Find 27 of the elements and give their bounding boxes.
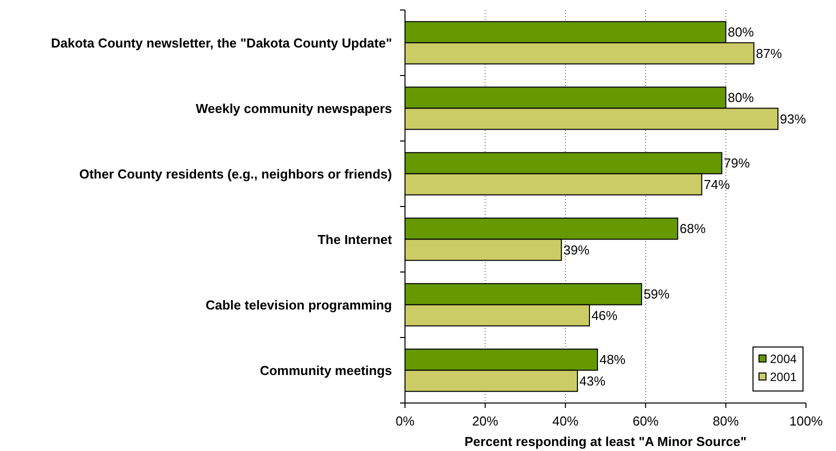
text: 74% — [704, 176, 730, 192]
y-tick-label: Other County residents (e.g., neighbors or friends) — [79, 166, 392, 182]
text: 87% — [756, 46, 782, 61]
y-tick-label: Dakota County newsletter, the "Dakota County Update" — [51, 35, 392, 50]
y-tick-label: Community meetings — [260, 362, 392, 378]
text: 59% — [644, 286, 670, 302]
x-tick-label: 80% — [712, 413, 740, 428]
y-tick-label: The Internet — [318, 232, 393, 247]
text: 80% — [728, 90, 754, 106]
legend-label: 2004 — [770, 352, 798, 366]
y-tick-label: Weekly community newspapers — [196, 100, 392, 116]
x-axis-title: Percent responding at least "A Minor Source" — [464, 434, 747, 449]
x-tick-label: 0% — [396, 413, 415, 428]
legend-label: 2001 — [770, 370, 798, 384]
text: 46% — [591, 308, 618, 323]
text: 48% — [599, 352, 626, 368]
x-tick-label: 100% — [789, 413, 824, 428]
x-tick-label: 40% — [552, 413, 579, 428]
text: 80% — [728, 24, 754, 40]
text: 79% — [724, 156, 750, 171]
text: 39% — [563, 242, 590, 258]
text: 93% — [780, 111, 806, 126]
text: 43% — [579, 373, 606, 388]
x-tick-label: 60% — [632, 413, 660, 428]
y-tick-label: Cable television programming — [206, 297, 392, 312]
x-tick-label: 20% — [472, 413, 499, 428]
text: 68% — [680, 221, 706, 236]
